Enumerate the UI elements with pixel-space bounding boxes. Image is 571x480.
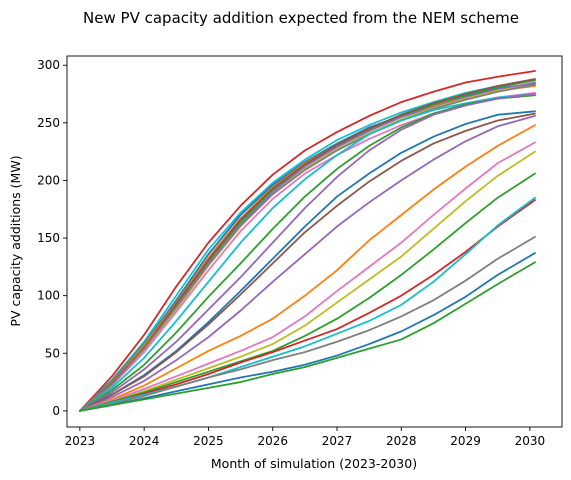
series-line-4 [78,85,536,412]
y-tick-label: 150 [37,231,60,245]
series-line-11 [78,93,536,412]
series-line-12 [78,94,536,412]
y-tick-label: 300 [37,58,60,72]
x-tick-label: 2029 [450,434,481,448]
y-tick-label: 200 [37,173,60,187]
chart-title: New PV capacity addition expected from t… [83,9,519,27]
x-tick-label: 2024 [129,434,160,448]
y-tick-label: 250 [37,116,60,130]
series-line-14 [78,110,536,412]
y-tick-label: 0 [52,404,60,418]
series-line-16 [78,115,536,412]
series-line-7 [78,78,536,412]
series-line-21 [78,199,536,412]
series-line-17 [78,124,536,412]
series-layer [78,70,536,412]
series-line-1 [78,70,536,412]
x-tick-label: 2028 [386,434,417,448]
series-line-2 [78,79,536,412]
plot-frame [66,55,563,428]
y-axis-label: PV capacity additions (MW) [8,155,23,326]
axes-layer: 2023 2024 2025 2026 2027 2028 2029 2030 0 50 100 15… [37,55,563,448]
series-line-13 [78,93,536,412]
series-line-23 [78,235,536,412]
x-axis-label: Month of simulation (2023-2030) [211,456,417,471]
y-tick-label: 100 [37,289,60,303]
x-tick-label: 2027 [322,434,353,448]
series-line-18 [78,141,536,412]
series-line-19 [78,150,536,412]
x-tick-label: 2030 [515,434,546,448]
x-tick-label: 2026 [257,434,288,448]
series-line-24 [78,252,536,412]
series-line-25 [78,261,536,412]
series-line-8 [78,83,536,412]
x-tick-label: 2023 [65,434,96,448]
series-line-20 [78,172,536,412]
series-line-10 [78,83,536,412]
x-tick-label: 2025 [193,434,224,448]
y-tick-label: 50 [45,346,60,360]
series-line-15 [78,112,536,412]
